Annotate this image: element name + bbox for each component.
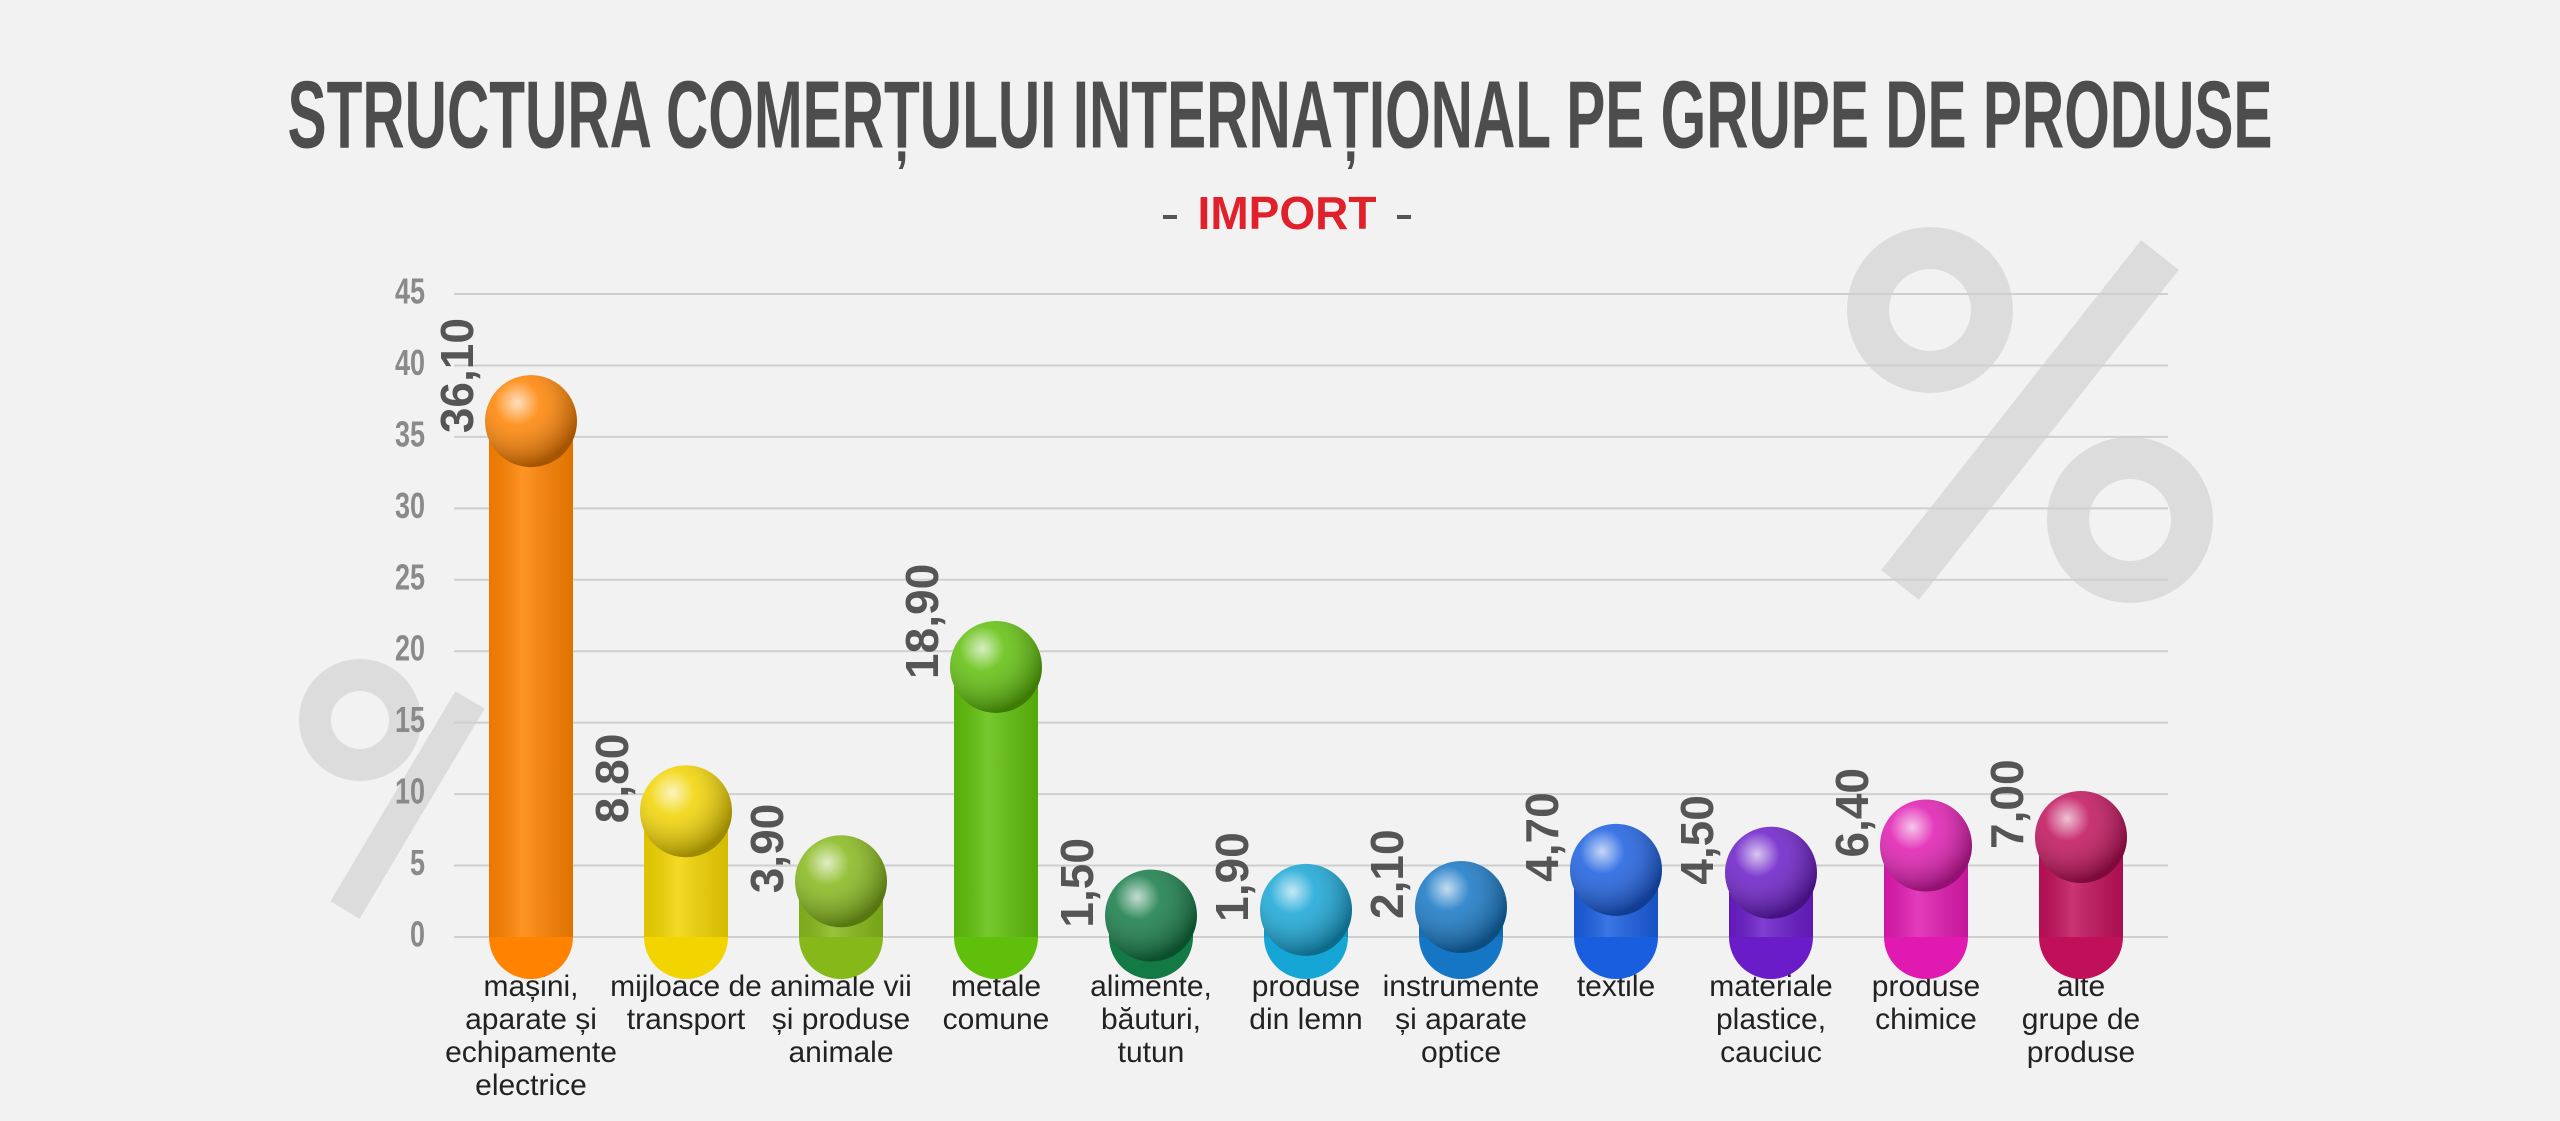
value-label: 4,50 [1671,795,1723,885]
x-tick-label: animale vii și produse animale [770,970,912,1069]
x-tick-label: produse din lemn [1249,970,1362,1036]
x-tick-label-line: tutun [1118,1036,1185,1069]
x-tick-label: alimente, băuturi, tutun [1090,970,1212,1069]
bar-ball-shine [795,835,887,928]
chart-subtitle: IMPORT [1198,187,1377,239]
bar-ball-shine [1260,863,1352,956]
bar-ball-shine [950,620,1042,713]
x-tick-label-line: și produse [772,1003,910,1036]
bar-ball-shine [640,765,732,858]
x-tick-label: alte grupe de produse [2022,970,2140,1069]
x-tick-label: metale comune [943,970,1050,1036]
y-tick-label: 20 [395,628,425,669]
bar-ball-shine [485,375,577,468]
value-label: 2,10 [1361,829,1413,919]
bar-cap [954,937,1038,979]
bar-cap [1884,937,1968,979]
x-tick-label-line: echipamente [445,1036,617,1069]
y-tick-label: 30 [395,485,425,526]
x-tick-label-line: electrice [475,1069,587,1102]
value-label: 1,50 [1051,838,1103,928]
value-label: 36,10 [431,318,483,433]
bar-cap [1729,937,1813,979]
value-label: 8,80 [586,734,638,824]
y-tick-label: 45 [395,271,425,312]
value-label: 3,90 [741,804,793,894]
x-tick-label-line: optice [1421,1036,1501,1069]
bar-cap [799,937,883,979]
y-tick-label: 25 [395,556,425,597]
x-tick-label: instrumente și aparate optice [1383,970,1540,1069]
value-label: 1,90 [1206,832,1258,922]
x-tick-label-line: și aparate [1395,1003,1527,1036]
bar-ball-shine [1880,799,1972,892]
bar-ball-shine [1725,826,1817,919]
bar-ball-shine [1105,869,1197,962]
y-tick-label: 5 [410,842,425,883]
bar-shade [489,421,573,937]
x-tick-label: materiale plastice, cauciuc [1709,970,1832,1069]
bar-ball-shine [1570,823,1662,916]
x-tick-label: mașini, aparate și echipamente electrice [445,970,617,1102]
x-tick-label-line: transport [627,1003,746,1036]
percent-watermark [299,227,2213,919]
value-label: 18,90 [896,564,948,679]
y-tick-label: 35 [395,414,425,455]
y-tick-label: 0 [410,914,425,955]
value-label: 4,70 [1516,792,1568,882]
y-tick-label: 10 [395,771,425,812]
bar-cap [2039,937,2123,979]
x-tick-label: produse chimice [1872,970,1980,1036]
x-tick-label-line: băuturi, [1101,1003,1201,1036]
bar-cap [489,937,573,979]
value-label: 6,40 [1826,768,1878,858]
bar-ball-shine [1415,860,1507,953]
x-tick-label-line: din lemn [1249,1003,1362,1036]
bar-cap [644,937,728,979]
x-tick-label-line: produse [2027,1036,2135,1069]
x-tick-label-line: grupe de [2022,1003,2140,1036]
x-tick-label-line: cauciuc [1720,1036,1822,1069]
x-tick-label-line: animale [788,1036,893,1069]
x-tick-label-line: plastice, [1716,1003,1826,1036]
bar-ball-shine [2035,790,2127,883]
x-tick-label-line: comune [943,1003,1050,1036]
y-tick-label: 15 [395,699,425,740]
x-tick-label-line: chimice [1875,1003,1977,1036]
value-label: 7,00 [1981,759,2033,849]
y-tick-label: 40 [395,342,425,383]
bar-cap [1574,937,1658,979]
x-tick-label: mijloace de transport [610,970,762,1036]
chart-title: STRUCTURA COMERȚULUI INTERNAȚIONAL PE GR… [288,61,2273,168]
x-tick-label-line: aparate și [465,1003,597,1036]
